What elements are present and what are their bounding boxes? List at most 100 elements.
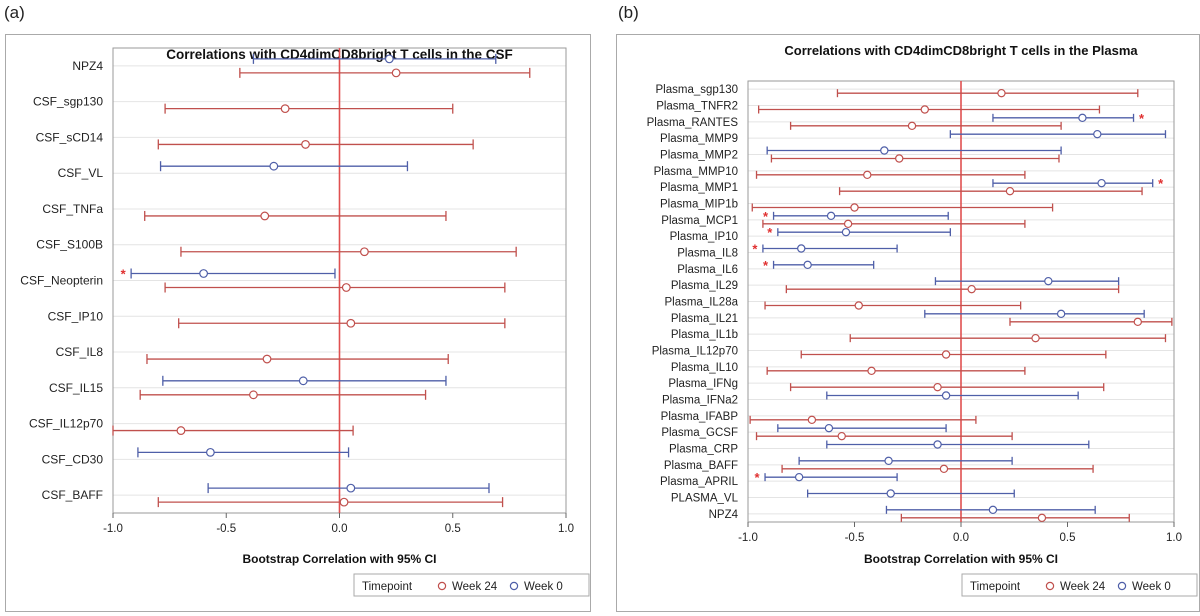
significance-star: * (767, 225, 773, 240)
x-tick-label: 1.0 (558, 523, 574, 535)
category-label-plasma-mmp10: Plasma_MMP10 (654, 166, 738, 178)
ci-bar-week-0-plasma-il6: * (763, 258, 875, 273)
legend-title: Timepoint (362, 581, 413, 593)
point-estimate (205, 447, 215, 457)
ci-bar-week-0-plasma-mmp9 (949, 129, 1167, 139)
category-label-plasma-mmp2: Plasma_MMP2 (660, 150, 738, 162)
point-estimate (176, 426, 186, 435)
point-estimate (384, 54, 394, 64)
x-tick-label: 1.0 (1166, 532, 1182, 544)
significance-star: * (763, 258, 769, 273)
ci-bar-week-24-plasma-mmp2 (770, 154, 1060, 163)
point-estimate (1031, 333, 1040, 343)
ci-bar-week-24-plasma-ifng (789, 382, 1105, 392)
category-label-plasma-mcp1: Plasma_MCP1 (661, 215, 738, 227)
point-estimate (939, 464, 949, 474)
category-label-plasma-april: Plasma_APRIL (660, 476, 739, 488)
x-tick-label: 0.0 (332, 523, 348, 535)
ci-bar-week-24-plasma-mip1b (751, 203, 1054, 212)
category-label-plasma-il21: Plasma_IL21 (671, 313, 738, 325)
panel-plasma: Correlations with CD4dimCD8bright T cell… (616, 34, 1200, 612)
point-estimate (824, 423, 834, 433)
point-estimate (262, 354, 272, 364)
category-label-csf-sgp130: CSF_sgp130 (33, 95, 103, 109)
point-estimate (807, 415, 817, 425)
ci-bar-week-24-csf-sgp130 (164, 103, 454, 114)
x-axis-label: Bootstrap Correlation with 95% CI (242, 552, 436, 566)
category-label-csf-il15: CSF_IL15 (49, 381, 103, 395)
point-estimate (1078, 113, 1087, 123)
ci-bar-week-0-plasma-il8: * (752, 242, 898, 257)
x-axis-label: Bootstrap Correlation with 95% CI (864, 552, 1058, 566)
point-estimate (895, 154, 904, 163)
point-estimate (794, 472, 804, 482)
legend-entry-week-24: Week 24 (1060, 581, 1106, 593)
legend-title: Timepoint (970, 581, 1021, 593)
point-estimate (199, 269, 209, 278)
ci-bar-week-0-plasma-april: * (755, 470, 898, 485)
ci-bar-week-0-plasma-baff (798, 456, 1013, 466)
ci-bar-week-0-csf-neopterin: * (121, 267, 336, 282)
x-tick-label: -1.0 (103, 523, 123, 535)
point-estimate (346, 483, 356, 493)
ci-bar-week-24-plasma-mcp1 (762, 219, 1026, 229)
point-estimate (360, 247, 369, 257)
ci-bar-week-0-csf-vl (159, 161, 409, 172)
point-estimate (1037, 513, 1047, 523)
legend: Timepoint Week 24 Week 0 (961, 573, 1198, 597)
category-label-plasma-ifng: Plasma_IFNg (668, 378, 738, 390)
category-label-plasma-il6: Plasma_IL6 (677, 264, 738, 276)
ci-bar-week-24-csf-scd14 (157, 139, 474, 150)
panel-csf: Correlations with CD4dimCD8bright T cell… (5, 34, 591, 612)
point-estimate (907, 121, 917, 131)
ci-bar-week-0-npz4 (252, 53, 497, 64)
ci-bar-week-24-plasma-baff (781, 464, 1094, 474)
point-estimate (941, 350, 951, 359)
ci-bar-week-24-plasma-rantes (789, 121, 1062, 131)
ci-bar-week-24-csf-baff (157, 497, 504, 508)
chart-title: Correlations with CD4dimCD8bright T cell… (784, 43, 1138, 58)
ci-bar-week-24-csf-s100b (180, 246, 517, 257)
category-label-csf-cd30: CSF_CD30 (42, 452, 104, 466)
category-label-plasma-baff: Plasma_BAFF (664, 460, 738, 472)
category-label-csf-s100b: CSF_S100B (36, 238, 103, 252)
point-estimate (841, 227, 851, 237)
point-estimate (341, 283, 351, 292)
ci-bar-week-0-plasma-ip10: * (767, 225, 952, 240)
point-estimate (997, 88, 1006, 98)
point-estimate (850, 203, 859, 212)
category-label-plasma-mmp9: Plasma_MMP9 (660, 133, 738, 145)
point-estimate (280, 104, 290, 114)
significance-star: * (1139, 111, 1145, 126)
category-label-plasma-vl: PLASMA_VL (671, 493, 739, 505)
plasma-forest-chart: Correlations with CD4dimCD8bright T cell… (647, 43, 1198, 597)
point-estimate (988, 505, 998, 515)
csf-forest-chart: Correlations with CD4dimCD8bright T cell… (20, 47, 590, 597)
point-estimate (301, 140, 310, 149)
x-tick-label: -1.0 (738, 532, 758, 544)
ci-bar-week-0-plasma-ifna2 (826, 391, 1079, 400)
significance-star: * (1158, 176, 1164, 191)
ci-bar-week-24-npz4 (900, 513, 1130, 523)
panel-letter-a: (a) (4, 3, 25, 22)
point-estimate (339, 497, 349, 507)
point-estimate (391, 68, 401, 78)
significance-star: * (121, 267, 127, 282)
category-label-csf-scd14: CSF_sCD14 (36, 130, 104, 144)
ci-bar-week-24-plasma-il29 (785, 284, 1120, 294)
point-estimate (884, 456, 893, 466)
category-label-csf-tnfa: CSF_TNFa (42, 202, 103, 216)
category-label-plasma-gcsf: Plasma_GCSF (661, 427, 738, 439)
panel-letter-b: (b) (618, 3, 639, 22)
ci-bar-week-24-plasma-mmp10 (755, 170, 1026, 180)
category-label-csf-baff: CSF_BAFF (42, 488, 103, 502)
ci-bar-week-0-plasma-il21 (924, 309, 1145, 319)
ci-bar-week-0-npz4 (885, 505, 1096, 515)
point-estimate (826, 211, 836, 221)
ci-bar-week-24-plasma-gcsf (755, 431, 1013, 441)
point-estimate (803, 260, 812, 270)
legend-entry-week-0: Week 0 (524, 581, 563, 593)
category-label-plasma-tnfr2: Plasma_TNFR2 (656, 101, 738, 113)
legend-marker-week-24 (437, 581, 447, 591)
category-label-plasma-il10: Plasma_IL10 (671, 362, 738, 374)
